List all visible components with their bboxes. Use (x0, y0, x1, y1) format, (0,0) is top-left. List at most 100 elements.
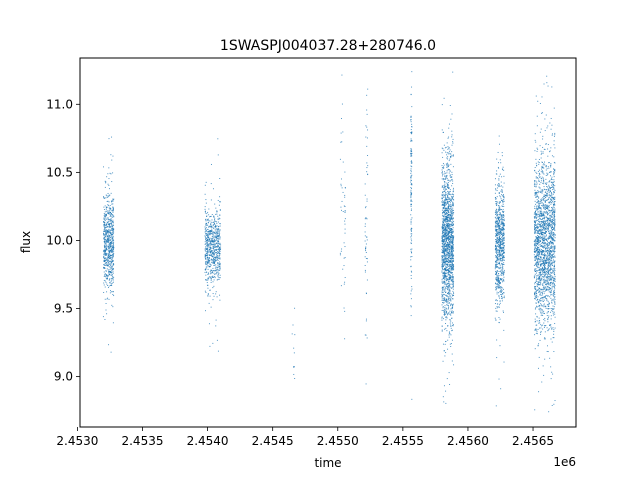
data-point (207, 258, 209, 260)
data-point (446, 240, 448, 242)
data-point (546, 282, 548, 284)
data-point (543, 247, 545, 249)
data-point (452, 311, 454, 313)
data-point (449, 265, 451, 267)
data-point (447, 292, 449, 294)
data-point (211, 231, 213, 233)
data-point (446, 224, 447, 226)
data-point (443, 185, 445, 187)
data-point (112, 306, 114, 308)
data-point (441, 256, 443, 258)
data-point (443, 285, 445, 287)
data-point (110, 261, 112, 263)
data-point (104, 286, 106, 288)
data-point (105, 226, 107, 228)
data-point (111, 254, 113, 256)
data-point (209, 243, 211, 245)
data-point (545, 169, 547, 171)
data-point (450, 218, 452, 220)
data-point (209, 247, 211, 249)
data-point (444, 294, 446, 296)
data-point (110, 220, 112, 222)
data-point (445, 213, 447, 215)
data-point (542, 138, 544, 140)
data-point (205, 237, 207, 239)
data-point (210, 230, 212, 232)
data-point (449, 319, 451, 321)
data-point (216, 234, 218, 236)
data-point (109, 194, 111, 196)
data-point (497, 218, 499, 220)
data-point (214, 226, 216, 228)
data-point (216, 235, 218, 237)
data-point (449, 229, 451, 231)
data-point (441, 218, 443, 220)
data-point (211, 239, 213, 241)
data-point (544, 232, 546, 233)
data-point (498, 268, 500, 270)
data-point (445, 402, 447, 404)
data-point (206, 244, 208, 246)
data-point (105, 278, 107, 280)
data-point (446, 275, 448, 277)
data-point (503, 210, 505, 212)
data-point (503, 246, 505, 248)
data-point (503, 259, 505, 261)
data-point (548, 171, 550, 173)
data-point (447, 278, 449, 280)
data-point (499, 253, 501, 255)
data-point (495, 244, 497, 246)
data-point (449, 174, 451, 176)
data-point (543, 297, 545, 299)
data-point (113, 276, 115, 278)
data-point (501, 249, 503, 251)
data-point (105, 276, 107, 278)
data-point (339, 254, 341, 256)
data-point (537, 367, 539, 369)
data-point (451, 179, 453, 181)
data-point (204, 193, 206, 195)
data-point (448, 264, 450, 266)
data-point (498, 207, 500, 209)
data-point (502, 186, 504, 188)
data-point (441, 178, 443, 180)
data-point (543, 374, 545, 376)
data-point (498, 186, 500, 188)
data-point (442, 307, 444, 309)
data-point (450, 118, 452, 120)
data-point (449, 271, 451, 273)
data-point (213, 216, 215, 218)
data-point (449, 267, 451, 269)
data-point (205, 260, 207, 262)
data-point (344, 210, 346, 212)
data-point (497, 253, 499, 255)
data-point (445, 192, 447, 194)
data-point (110, 241, 112, 243)
data-point (344, 257, 346, 259)
data-point (441, 104, 443, 106)
data-point (446, 302, 448, 304)
data-point (367, 129, 369, 131)
data-point (112, 252, 114, 254)
data-point (549, 276, 551, 278)
data-point (443, 234, 445, 236)
data-point (498, 253, 500, 255)
data-point (214, 222, 216, 224)
data-point (205, 258, 207, 260)
data-point (550, 198, 552, 200)
data-point (534, 194, 536, 196)
data-point (539, 293, 541, 295)
data-point (497, 226, 498, 228)
data-point (206, 245, 208, 247)
data-point (495, 173, 497, 175)
data-point (538, 356, 540, 358)
data-point (441, 294, 443, 296)
data-point (550, 318, 552, 320)
data-point (444, 239, 446, 241)
data-point (494, 268, 496, 270)
data-point (451, 239, 453, 241)
data-point (213, 236, 215, 238)
data-point (496, 357, 498, 359)
data-point (546, 195, 548, 197)
data-point (499, 280, 501, 282)
